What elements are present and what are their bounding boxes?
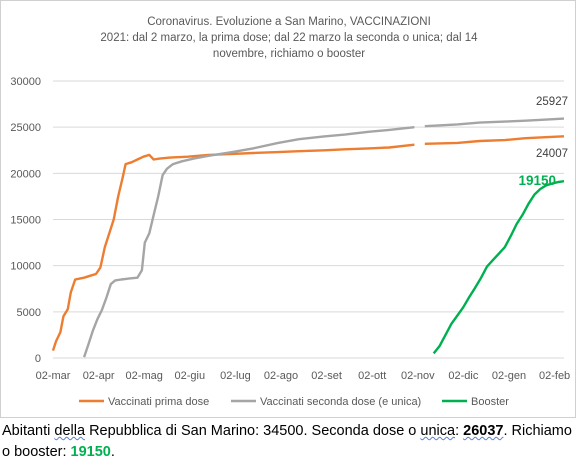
caption-text: Abitanti della Repubblica di San Marino:… [2, 421, 574, 463]
x-tick-label: 02-gen [492, 370, 526, 382]
y-axis-ticks: 0 5000 10000 15000 20000 25000 30000 [10, 76, 41, 365]
caption-mid: Repubblica di San Marino: 34500. Seconda… [85, 423, 421, 439]
series-lines [51, 117, 565, 358]
x-tick-label: 02-ago [264, 370, 298, 382]
y-tick-label: 25000 [10, 122, 41, 134]
caption-booster-value: 19150 [70, 444, 111, 460]
series-line-first-dose [51, 143, 415, 351]
end-label-second-dose: 25927 [536, 96, 568, 108]
y-tick-label: 20000 [10, 168, 41, 180]
caption-colon: : [455, 423, 464, 439]
chart-title-line-2: 2021: dal 2 marzo, la prima dose; dal 22… [100, 32, 478, 44]
y-tick-label: 15000 [10, 215, 41, 227]
x-axis-ticks: 02-mar 02-apr 02-mag 02-giu 02-lug 02-ago 02-s… [36, 370, 571, 382]
x-tick-label: 02-dic [448, 370, 478, 382]
y-tick-label: 30000 [10, 76, 41, 88]
end-label-first-dose: 24007 [536, 148, 568, 160]
caption-tail: . [110, 444, 115, 460]
caption-word-unica: unica [420, 423, 456, 439]
x-tick-label: 02-apr [83, 370, 115, 382]
chart-title: Coronavirus. Evoluzione a San Marino, VA… [100, 16, 478, 60]
y-tick-label: 10000 [10, 261, 41, 273]
legend-label-booster: Booster [471, 396, 509, 408]
chart-title-line-1: Coronavirus. Evoluzione a San Marino, VA… [147, 16, 431, 28]
x-tick-label: 02-nov [401, 370, 435, 382]
x-tick-label: 02-set [311, 370, 342, 382]
caption-word-della: della [54, 423, 86, 439]
chart-svg: Coronavirus. Evoluzione a San Marino, VA… [10, 16, 571, 408]
caption-lead: Abitanti [2, 423, 55, 439]
end-label-booster: 19150 [518, 173, 556, 188]
end-labels: 25927 24007 19150 [518, 96, 568, 188]
x-tick-label: 02-ott [358, 370, 386, 382]
legend: Vaccinati prima dose Vaccinati seconda d… [79, 396, 509, 408]
chart-title-line-3: novembre, richiamo o booster [213, 48, 365, 60]
series-line-booster [432, 180, 565, 355]
caption-after-second: . Richiamo o booster: [2, 423, 572, 460]
caption-second-dose-value: 26037 [463, 423, 504, 439]
y-tick-label: 5000 [17, 307, 41, 319]
x-tick-label: 02-giu [175, 370, 206, 382]
x-tick-label: 02-lug [220, 370, 251, 382]
y-tick-label: 0 [35, 353, 41, 365]
legend-label-first-dose: Vaccinati prima dose [108, 396, 209, 408]
series-line-second-dose [82, 126, 415, 358]
chart-frame: Coronavirus. Evoluzione a San Marino, VA… [0, 0, 576, 418]
x-tick-label: 02-mag [126, 370, 163, 382]
x-tick-label: 02-feb [539, 370, 570, 382]
x-tick-label: 02-mar [36, 370, 71, 382]
series-line-second-dose [424, 117, 565, 128]
grid-lines [53, 80, 564, 359]
legend-label-second-dose: Vaccinati seconda dose (e unica) [260, 396, 421, 408]
series-line-first-dose [424, 135, 565, 145]
